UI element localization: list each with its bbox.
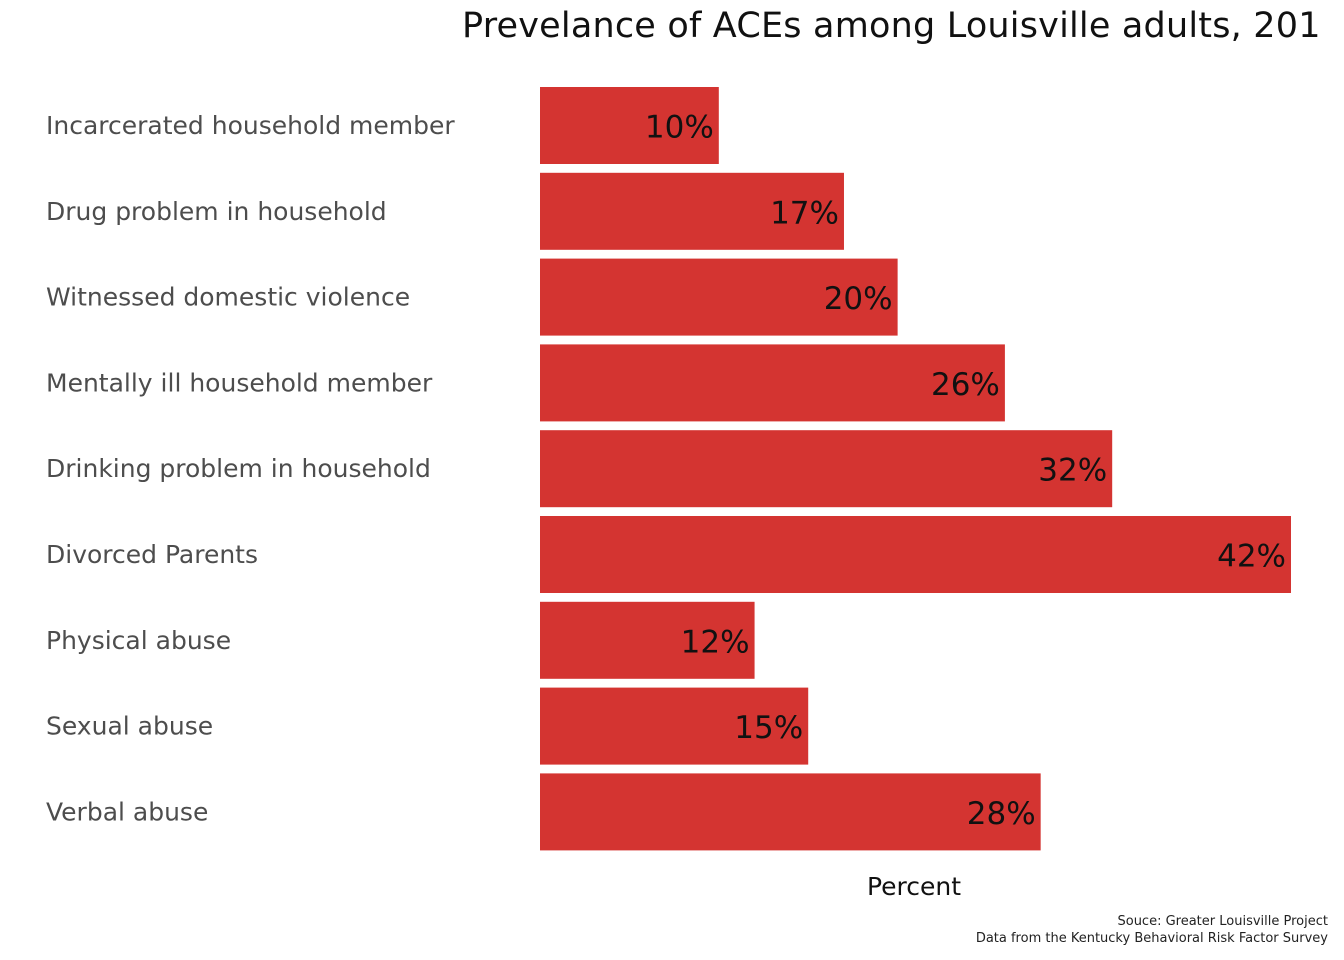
chart-title: Prevelance of ACEs among Louisville adul… — [462, 6, 1321, 46]
bar-value-label: 26% — [931, 367, 1000, 403]
bar-value-label: 17% — [770, 195, 839, 231]
bar — [540, 258, 898, 336]
category-label: Witnessed domestic violence — [46, 283, 410, 312]
bar-value-label: 12% — [681, 624, 750, 660]
bar-value-label: 32% — [1038, 453, 1107, 489]
category-label: Physical abuse — [46, 626, 231, 655]
bar — [540, 87, 719, 164]
caption-data-note: Data from the Kentucky Behavioral Risk F… — [975, 931, 1328, 946]
category-label: Verbal abuse — [46, 797, 208, 826]
bar — [540, 687, 809, 765]
bar-value-label: 28% — [967, 796, 1036, 832]
category-label: Sexual abuse — [46, 712, 213, 741]
bar — [540, 601, 755, 679]
category-label: Mentally ill household member — [46, 368, 433, 397]
bar-value-label: 10% — [645, 110, 714, 146]
data-labels: 10% 17% 20% 26% 32% 42% 12% 15% 28% — [645, 110, 1286, 832]
bar — [540, 773, 1041, 851]
bar-value-label: 15% — [734, 710, 803, 746]
bar-value-label: 20% — [824, 281, 893, 317]
x-axis-label: Percent — [866, 872, 962, 901]
caption-source: Souce: Greater Louisville Project — [1117, 914, 1328, 929]
chart-caption: Souce: Greater Louisville Project Data f… — [976, 913, 1328, 947]
category-label: Drinking problem in household — [46, 454, 431, 483]
category-label: Incarcerated household member — [46, 111, 455, 140]
bar — [540, 172, 844, 250]
category-label: Drug problem in household — [46, 197, 387, 226]
bar — [540, 430, 1113, 508]
category-labels: Incarcerated household member Drug proble… — [46, 111, 455, 826]
bar-value-label: 42% — [1217, 539, 1286, 575]
bar — [540, 516, 1291, 593]
category-label: Divorced Parents — [46, 540, 258, 569]
bars — [540, 87, 1291, 851]
bar — [540, 344, 1005, 422]
